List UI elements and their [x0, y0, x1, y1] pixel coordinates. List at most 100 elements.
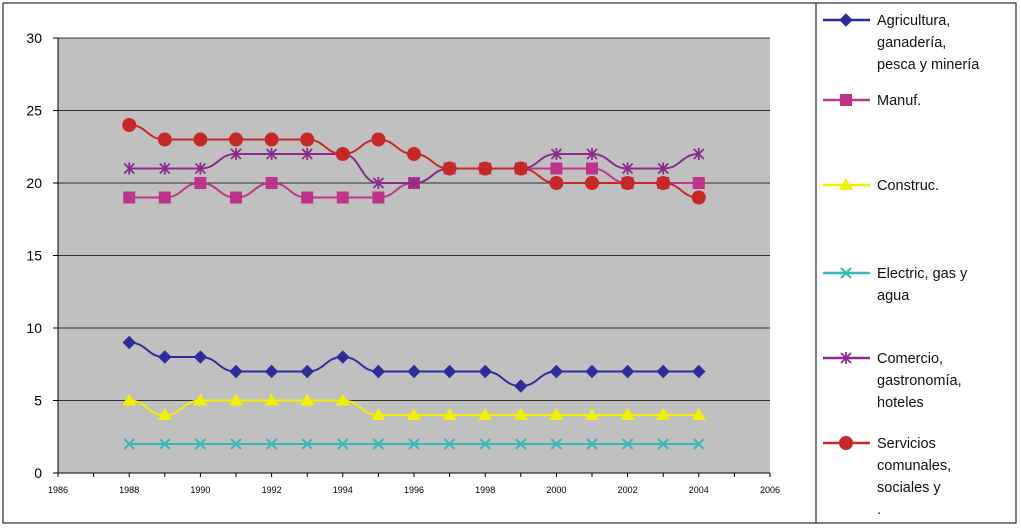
data-point [194, 177, 207, 189]
data-point [620, 408, 635, 420]
legend-entry-3: Construc. [823, 178, 939, 194]
data-point [301, 438, 313, 450]
data-point [657, 162, 669, 175]
data-point [335, 147, 350, 161]
y-tick-label: 15 [26, 248, 42, 264]
data-point [550, 438, 563, 450]
data-point [372, 438, 385, 450]
data-point [229, 364, 243, 379]
y-tick-label: 0 [34, 465, 42, 481]
legend-label: Servicios [877, 436, 936, 452]
data-point [585, 176, 599, 190]
x-tick-label: 2004 [689, 485, 709, 495]
legend-box [815, 2, 1017, 524]
data-point [122, 118, 137, 132]
legend-label: Construc. [877, 178, 939, 194]
data-point [229, 393, 243, 406]
data-point [693, 438, 705, 450]
data-point [515, 438, 527, 450]
data-point [371, 408, 386, 420]
x-tick-label: 1994 [333, 485, 353, 495]
data-point [691, 408, 706, 420]
data-point [371, 132, 386, 147]
data-point [193, 350, 208, 364]
legend-label: . [877, 502, 881, 518]
data-point [513, 408, 528, 420]
y-tick-label: 10 [26, 320, 42, 336]
data-point [549, 408, 564, 420]
legend-marker [839, 436, 853, 450]
data-point [478, 161, 493, 176]
data-point [193, 132, 208, 147]
legend-marker [840, 267, 852, 279]
data-point [550, 162, 563, 175]
data-point [585, 364, 599, 379]
y-tick-label: 25 [26, 103, 42, 119]
data-point [301, 148, 313, 160]
series-6 [122, 118, 706, 205]
data-point [123, 191, 136, 204]
data-point [513, 161, 528, 176]
legend-entry-6: Servicios comunales, sociales y. [823, 436, 951, 518]
x-tick-label: 1992 [262, 485, 282, 495]
data-point [157, 132, 172, 147]
axes: 0 5 10 15 20 25 30 1986 1988 1990 1992 1994 1996 1998… [26, 30, 780, 495]
data-point [265, 177, 278, 189]
legend-entry-4: Electric, gas y agua [823, 266, 968, 304]
legend-entry-2: Manuf. [823, 93, 921, 109]
data-point [300, 393, 315, 406]
x-tick-label: 2002 [618, 485, 638, 495]
data-point [229, 132, 243, 147]
data-point [408, 177, 420, 189]
data-point [230, 191, 242, 204]
data-point [300, 364, 314, 379]
x-tick-label: 1996 [404, 485, 424, 495]
legend-marker [840, 94, 852, 106]
data-point [478, 408, 493, 420]
data-point [158, 350, 172, 364]
legend-label: Electric, gas y [877, 266, 968, 282]
data-point [371, 364, 386, 379]
data-point [621, 438, 634, 450]
data-point [372, 177, 385, 189]
data-point [122, 393, 137, 406]
data-point [620, 176, 635, 190]
data-point [301, 191, 314, 204]
data-point [549, 364, 564, 379]
data-point [692, 364, 706, 379]
data-point [157, 408, 172, 420]
data-point [514, 379, 528, 393]
legend-label: comunales, [877, 458, 951, 474]
data-point [442, 408, 457, 420]
data-point [123, 438, 135, 450]
data-point [159, 162, 171, 175]
data-point [123, 162, 135, 175]
data-point [407, 147, 421, 161]
data-point [372, 191, 385, 204]
data-point [585, 408, 599, 420]
data-point [230, 438, 242, 450]
data-point [159, 438, 171, 450]
data-point [586, 162, 598, 175]
series-1 [122, 335, 706, 393]
data-point [193, 393, 208, 406]
series-3 [122, 393, 706, 420]
data-point [407, 408, 421, 420]
data-point [692, 177, 705, 189]
data-point [264, 132, 279, 147]
data-point [656, 176, 671, 190]
legend: Agricultura, ganadería, pesca y minería Man… [823, 13, 980, 518]
legend-label: Comercio, [877, 351, 943, 367]
data-point [656, 408, 671, 420]
y-tick-label: 20 [26, 175, 42, 191]
legend-marker [840, 352, 852, 364]
data-point [264, 393, 279, 406]
legend-label: sociales y [877, 480, 941, 496]
data-point [656, 364, 670, 379]
data-point [264, 364, 279, 379]
data-point [336, 191, 349, 204]
data-point [443, 438, 456, 450]
data-point [336, 350, 350, 364]
legend-label: Agricultura, [877, 13, 950, 29]
data-point [549, 176, 564, 190]
